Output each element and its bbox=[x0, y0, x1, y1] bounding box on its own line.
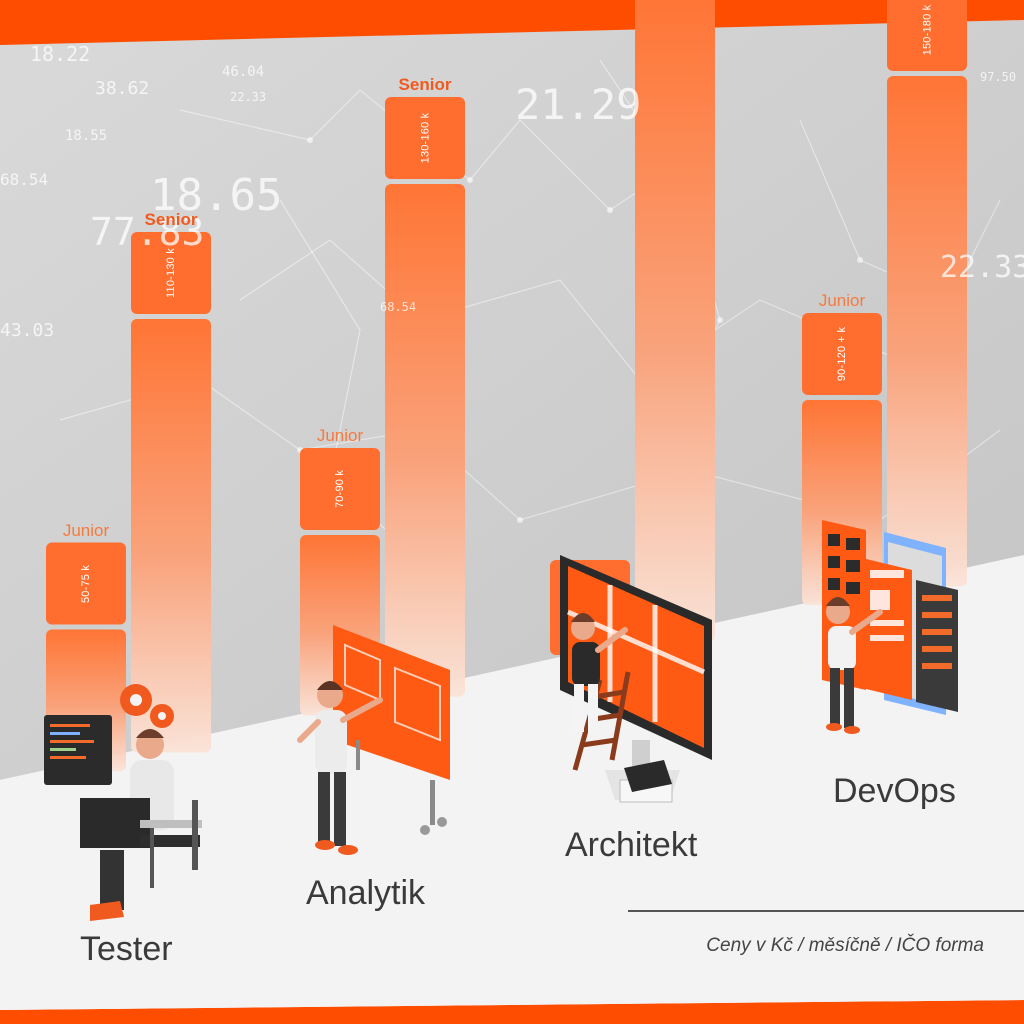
decor-number: 18.65 bbox=[150, 170, 283, 221]
role-label-analytik: Analytik bbox=[306, 874, 426, 912]
decor-number: 68.54 bbox=[380, 300, 417, 314]
level-label-junior: Junior bbox=[316, 426, 364, 445]
footnote-divider bbox=[628, 910, 1024, 912]
role-label-devops: DevOps bbox=[833, 772, 956, 810]
bottom-stripe bbox=[0, 1000, 1024, 1024]
bar-value-label: 130-160 k bbox=[418, 112, 431, 164]
bar-cap-junior-analytik bbox=[300, 448, 380, 530]
decor-number: 43.03 bbox=[0, 320, 55, 341]
analytik-illustration bbox=[297, 625, 450, 855]
decor-number: 22.33 bbox=[230, 90, 267, 104]
role-label-tester: Tester bbox=[80, 930, 173, 968]
architekt-illustration bbox=[560, 555, 712, 803]
decor-number: 22.33 bbox=[940, 250, 1024, 285]
decor-number: 97.50 bbox=[980, 70, 1017, 84]
top-stripe bbox=[0, 0, 1024, 45]
bar-value-label: 110-130 k bbox=[164, 248, 177, 298]
level-label-junior: Junior bbox=[818, 291, 866, 310]
bar-cap-senior-devops bbox=[887, 0, 967, 71]
bar-senior-tester bbox=[131, 319, 211, 753]
bar-senior-architekt bbox=[635, 0, 715, 642]
decor-number: 21.29 bbox=[515, 80, 642, 129]
bar-cap-junior-tester bbox=[46, 542, 126, 625]
bar-senior-devops bbox=[887, 76, 967, 587]
bar-cap-junior-devops bbox=[802, 313, 882, 395]
bar-value-label: 50-75 k bbox=[80, 564, 93, 603]
decor-number: 18.22 bbox=[30, 42, 91, 66]
bar-value-label: 90-120 + k bbox=[836, 326, 849, 382]
level-label-senior: Senior bbox=[144, 210, 198, 229]
bar-senior-analytik bbox=[385, 184, 465, 697]
bar-value-label: 150-180 k bbox=[920, 4, 933, 56]
grey-backdrop bbox=[0, 20, 1024, 780]
decor-number: 77.83 bbox=[90, 210, 205, 254]
level-label-senior: Senior bbox=[398, 75, 452, 94]
floor bbox=[0, 555, 1024, 1010]
tester-illustration bbox=[44, 684, 202, 921]
footnote: Ceny v Kč / měsíčně / IČO forma bbox=[706, 935, 984, 956]
bar-cap-senior-analytik bbox=[385, 97, 465, 179]
devops-illustration bbox=[822, 520, 958, 734]
decor-number: 38.62 bbox=[95, 78, 150, 99]
decor-number: 18.55 bbox=[65, 128, 108, 144]
decor-number: 68.54 bbox=[0, 170, 49, 189]
bar-value-label: 70-90 k bbox=[334, 469, 347, 509]
bar-cap-senior-tester bbox=[131, 232, 211, 314]
role-label-architekt: Architekt bbox=[565, 826, 698, 864]
level-label-junior: Junior bbox=[62, 520, 110, 540]
decor-number: 46.04 bbox=[222, 64, 265, 80]
